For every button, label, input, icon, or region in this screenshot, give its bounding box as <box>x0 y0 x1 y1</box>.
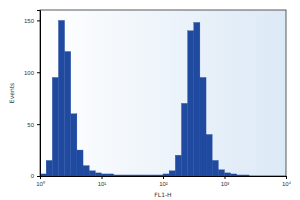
x-tick: 10⁴ <box>282 176 292 187</box>
y-tick: 0 <box>31 173 40 179</box>
y-tick-label: 0 <box>31 173 35 179</box>
histogram-bar <box>126 175 132 176</box>
y-axis-title: Events <box>8 83 15 103</box>
histogram-bar <box>249 176 255 177</box>
histogram-bar <box>145 175 151 176</box>
y-tick-mark <box>37 176 40 177</box>
histogram-bar <box>120 175 126 176</box>
histogram-bar <box>157 175 163 176</box>
x-tick-label: 10¹ <box>98 181 107 187</box>
y-tick-mark <box>37 20 40 21</box>
histogram-bar <box>218 170 224 176</box>
histogram-bar <box>151 175 157 176</box>
histogram-bar <box>58 20 64 176</box>
x-tick-label: 10⁰ <box>36 180 45 187</box>
x-tick-mark <box>286 176 287 179</box>
x-tick-mark <box>225 176 226 179</box>
y-axis: 0 50 100 150 <box>24 11 41 180</box>
histogram-bar <box>95 173 101 176</box>
histogram-bar <box>169 171 175 176</box>
histogram-bar <box>261 176 267 177</box>
histogram-bar <box>77 150 83 176</box>
histogram-bar <box>46 160 52 176</box>
x-tick: 10⁰ <box>36 176 45 187</box>
bars <box>40 20 249 176</box>
x-tick: 10² <box>159 176 168 187</box>
x-tick-mark <box>163 176 164 179</box>
histogram-bar <box>225 173 231 176</box>
histogram-bar <box>194 22 200 176</box>
histogram-bar <box>108 174 114 176</box>
y-tick-label: 100 <box>24 70 35 76</box>
histogram-bar <box>102 174 108 176</box>
histogram-bar <box>212 160 218 176</box>
x-tick-label: 10² <box>159 181 168 187</box>
chart: 10⁰ 10¹ 10² 10³ 10⁴ 0 50 100 150 FL1-H Events <box>0 0 300 200</box>
histogram-bar <box>114 175 120 176</box>
histogram-bar <box>83 166 89 176</box>
plot-frame <box>40 10 286 176</box>
y-tick-label: 50 <box>27 122 34 128</box>
x-tick: 10³ <box>221 176 230 187</box>
histogram-bar <box>181 103 187 176</box>
histogram-bar <box>188 31 194 176</box>
histogram-bar <box>274 176 280 177</box>
histogram-bar <box>175 155 181 176</box>
histogram-bar <box>65 52 71 177</box>
histogram-bar <box>280 176 286 177</box>
y-tick-mark <box>37 124 40 125</box>
x-axis: 10⁰ 10¹ 10² 10³ 10⁴ <box>36 176 291 187</box>
histogram-bar <box>255 176 261 177</box>
histogram-bar <box>231 174 237 176</box>
y-tick-mark <box>37 72 40 73</box>
histogram-bar <box>206 135 212 177</box>
histogram-bar <box>237 175 243 176</box>
y-axis-line <box>37 11 41 177</box>
x-axis-line <box>41 177 287 180</box>
x-tick-label: 10³ <box>221 181 230 187</box>
histogram-bar <box>200 77 206 176</box>
histogram-bar <box>132 175 138 176</box>
y-tick-label: 150 <box>24 18 35 24</box>
histogram-bar <box>52 77 58 176</box>
y-tick: 50 <box>27 122 40 128</box>
histogram-bar <box>163 174 169 176</box>
x-axis-title: FL1-H <box>154 191 171 198</box>
x-tick-label: 10⁴ <box>282 181 292 187</box>
histogram-bar <box>138 175 144 176</box>
y-tick: 150 <box>24 18 40 24</box>
x-tick: 10¹ <box>98 176 107 187</box>
histogram-bar <box>71 114 77 176</box>
y-tick: 100 <box>24 70 40 76</box>
histogram-bar <box>268 176 274 177</box>
histogram-bar <box>89 171 95 176</box>
x-tick-mark <box>102 176 103 179</box>
histogram-bar <box>243 175 249 176</box>
